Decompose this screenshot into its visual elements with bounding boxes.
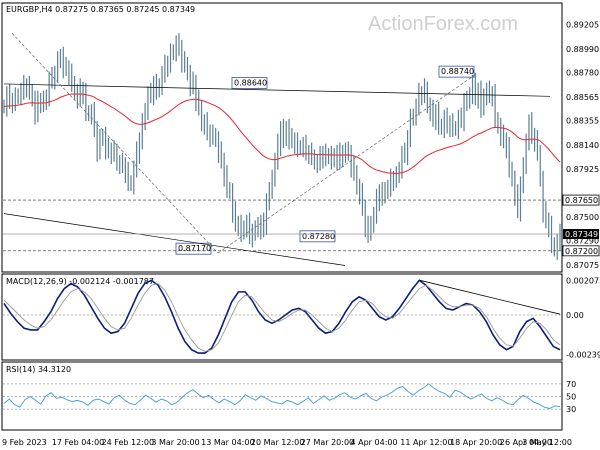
price-y-tick: 0.88565	[566, 93, 599, 102]
macd-header: MACD(12,26,9) -0.002124 -0.001787	[6, 277, 154, 286]
watermark: ActionForex.com	[368, 13, 518, 35]
last-price-box	[563, 229, 599, 240]
price-header: EURGBP,H4 0.87275 0.87365 0.87245 0.8734…	[6, 5, 195, 14]
price-y-tick: 0.87500	[566, 213, 599, 222]
rsi-line	[3, 383, 561, 409]
channel-upper-line	[3, 83, 551, 97]
annotation-box	[175, 242, 212, 255]
dashed-trend-line	[217, 74, 476, 254]
macd-y-tick: -0.002398	[566, 351, 600, 360]
ema-line	[3, 93, 561, 174]
macd-signal-line	[3, 283, 561, 352]
last-price-label: 0.87349	[565, 230, 598, 239]
x-tick-label: 20 Mar 12:00	[251, 438, 304, 447]
price-y-tick: 0.89205	[566, 21, 599, 30]
macd-y-axis: 0.002075 0.00 -0.002398	[566, 277, 600, 360]
support-2-label: 0.87200	[565, 247, 598, 256]
rsi-y-axis: 70 50 30	[566, 380, 576, 414]
annotation-box	[299, 230, 336, 243]
price-y-tick: 0.87925	[566, 165, 599, 174]
price-y-tick: 0.88140	[566, 141, 599, 150]
price-y-tick: 0.88355	[566, 117, 599, 126]
macd-y-tick: 0.002075	[566, 277, 600, 286]
rsi-y-tick: 30	[566, 405, 576, 414]
x-tick-label: 18 Apr 20:00	[450, 438, 502, 447]
annotation-box	[438, 65, 475, 78]
macd-line	[3, 279, 561, 354]
price-y-tick: 0.87290	[566, 237, 599, 246]
support-1-box	[562, 194, 600, 206]
price-y-axis: 0.89205 0.88990 0.88780 0.88565 0.88355 …	[566, 21, 599, 270]
x-tick-label: 26 Apr 04:00	[500, 438, 552, 447]
x-tick-label: 4 Apr 04:00	[351, 438, 398, 447]
chart-marks	[3, 32, 561, 410]
macd-panel-frame	[1, 273, 563, 361]
annotation-label: 0.87280	[302, 232, 335, 241]
rsi-header: RSI(14) 34.3120	[6, 365, 71, 374]
channel-lower-line	[3, 213, 346, 266]
rsi-panel-frame	[1, 361, 563, 431]
x-axis: 9 Feb 2023 17 Feb 04:00 24 Feb 12:00 3 M…	[2, 438, 572, 447]
x-tick-label: 11 Apr 12:00	[400, 438, 452, 447]
annotation-label: 0.88740	[441, 67, 474, 76]
support-1-label: 0.87650	[565, 196, 598, 205]
x-tick-label: 3 May 12:00	[522, 438, 572, 447]
price-panel-frame	[1, 2, 563, 273]
x-tick-label: 3 Mar 20:00	[151, 438, 199, 447]
annotation-box	[231, 77, 268, 89]
annotation-label: 0.87170	[178, 244, 211, 253]
macd-trend-line	[419, 279, 561, 315]
x-tick-label: 24 Feb 12:00	[102, 438, 154, 447]
support-2-box	[562, 245, 600, 257]
x-tick-label: 9 Feb 2023	[2, 438, 47, 447]
price-y-tick: 0.87075	[566, 261, 599, 270]
rsi-y-tick: 70	[566, 380, 576, 389]
price-y-tick: 0.88780	[566, 69, 599, 78]
x-tick-label: 27 Mar 20:00	[301, 438, 354, 447]
price-annotations: 0.88640 0.87170 0.87280 0.88740	[175, 65, 475, 255]
x-tick-label: 17 Feb 04:00	[52, 438, 104, 447]
macd-y-tick: 0.00	[566, 311, 584, 320]
dashed-trend-line	[11, 32, 219, 254]
x-tick-label: 13 Mar 04:00	[201, 438, 254, 447]
annotation-label: 0.88640	[234, 78, 267, 87]
price-levels: 0.87650 0.87349 0.87200	[562, 194, 600, 257]
price-y-tick: 0.88990	[566, 45, 599, 54]
rsi-y-tick: 50	[566, 393, 576, 402]
